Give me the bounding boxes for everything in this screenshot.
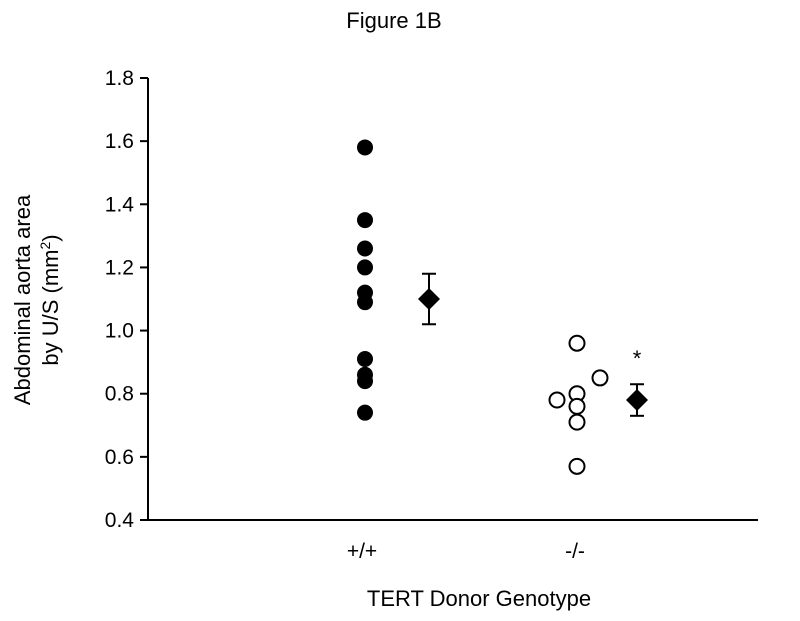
- y-tick-label: 0.4: [105, 509, 135, 532]
- axes: [147, 78, 758, 521]
- data-point-open: [568, 413, 586, 431]
- y-tick-label: 1.0: [105, 320, 134, 343]
- significance-asterisk: *: [633, 346, 642, 371]
- mean-markers: *: [418, 272, 648, 417]
- data-point-filled: [357, 139, 373, 156]
- data-point-filled: [357, 259, 373, 276]
- y-tick-label: 1.2: [105, 256, 134, 279]
- x-ticks: +/+ -/-: [347, 540, 585, 563]
- y-tick-label: 1.4: [105, 193, 135, 216]
- y-axis-label-line1: Abdominal aorta area: [10, 194, 35, 405]
- y-tick-label: 0.8: [105, 383, 134, 406]
- y-tick-label: 0.6: [105, 446, 134, 469]
- y-axis-label-line2: by U/S (mm2): [37, 234, 63, 365]
- mean-diamond: [626, 389, 648, 412]
- y-axis-label: Abdominal aorta area by U/S (mm2): [10, 194, 63, 405]
- data-point-open: [568, 457, 586, 475]
- data-points: [357, 139, 609, 475]
- chart-title: Figure 1B: [346, 8, 441, 33]
- x-tick-label: +/+: [347, 540, 377, 563]
- mean-diamond: [418, 288, 440, 310]
- data-point-filled: [357, 350, 373, 367]
- data-point-filled: [357, 294, 373, 311]
- y-tick-label: 1.8: [105, 67, 134, 90]
- y-axis-label-line2-prefix: by U/S (mm: [38, 250, 63, 366]
- x-axis-label: TERT Donor Genotype: [367, 586, 591, 611]
- data-point-filled: [357, 212, 373, 229]
- y-axis-label-line2-suffix: ): [38, 234, 63, 241]
- data-point-filled: [357, 373, 373, 390]
- data-point-filled: [357, 240, 373, 257]
- y-tick-label: 1.6: [105, 130, 134, 153]
- data-point-filled: [357, 404, 373, 421]
- data-point-open: [568, 397, 586, 415]
- data-point-open: [591, 369, 609, 387]
- y-axis-label-superscript: 2: [37, 242, 53, 250]
- x-tick-label: -/-: [565, 540, 585, 563]
- data-point-open: [548, 391, 566, 409]
- y-ticks: 0.4 0.6 0.8 1.0 1.2 1.4 1.6 1.8: [105, 67, 148, 532]
- data-point-open: [568, 334, 586, 352]
